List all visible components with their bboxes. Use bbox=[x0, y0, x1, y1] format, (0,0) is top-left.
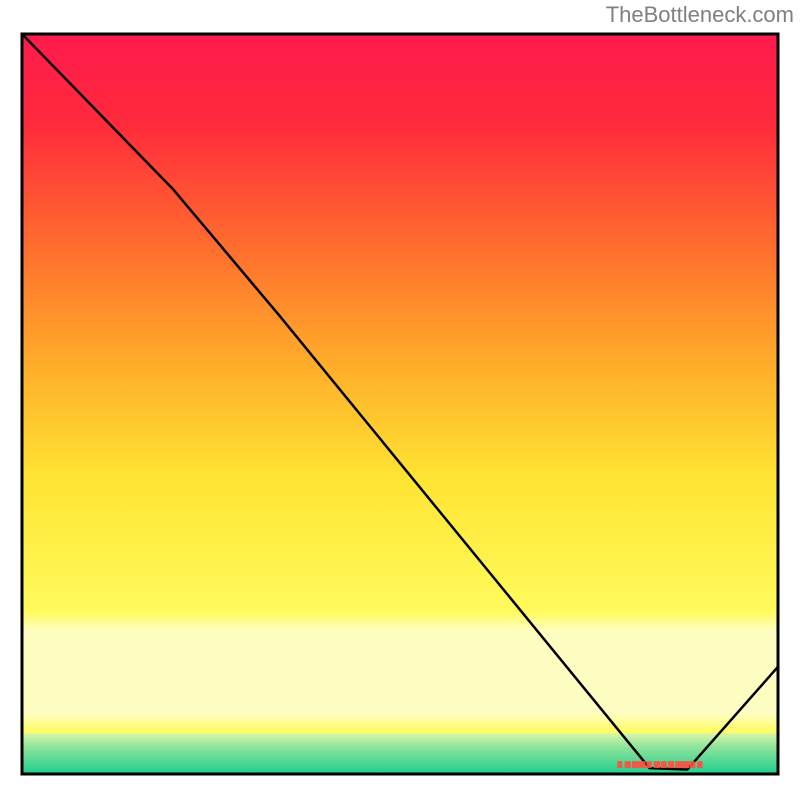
chart-container: TheBottleneck.com bbox=[0, 0, 800, 800]
chart-svg bbox=[0, 0, 800, 800]
